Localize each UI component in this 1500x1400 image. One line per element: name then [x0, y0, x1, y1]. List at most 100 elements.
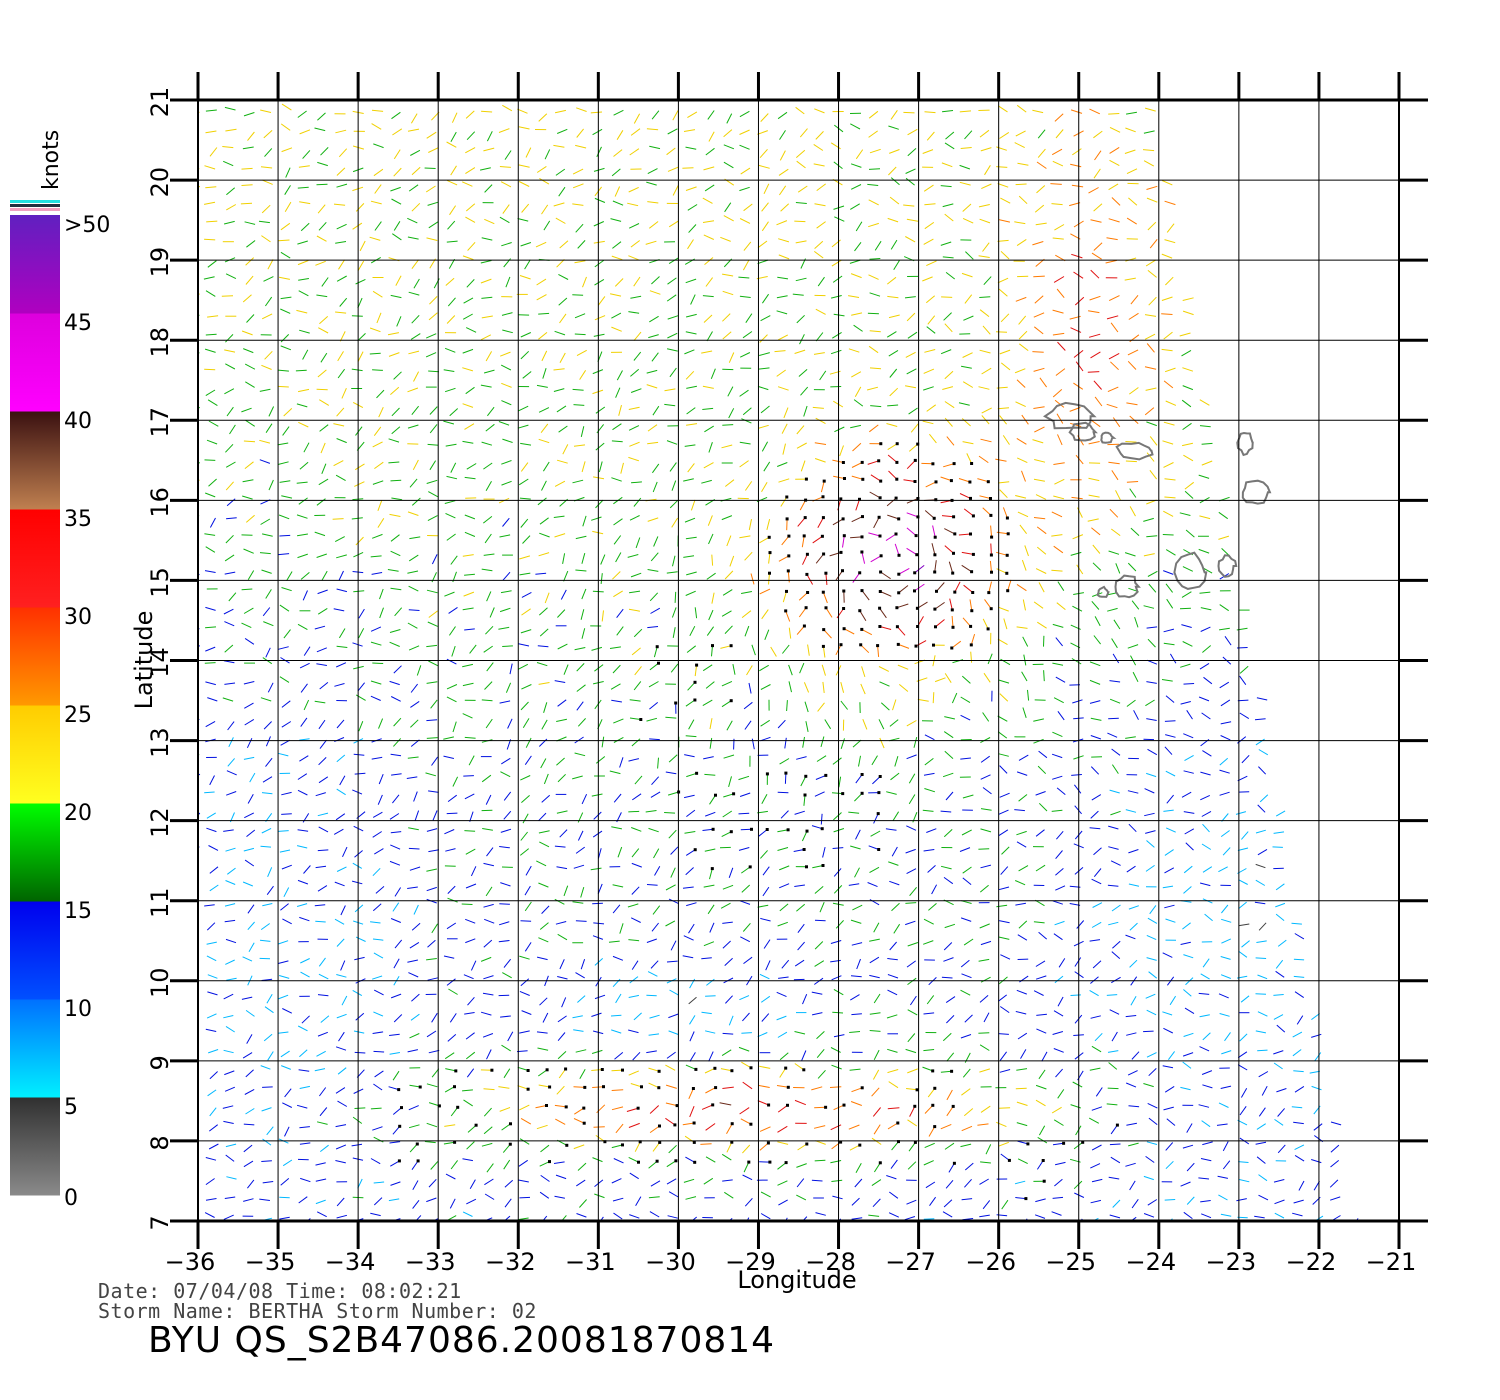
x-tick-label: −22: [1286, 1248, 1337, 1276]
wind-vector: [247, 904, 255, 914]
wind-vector: [1273, 1050, 1284, 1055]
wind-vector: [887, 404, 899, 407]
wind-vector: [518, 126, 530, 130]
wind-vector: [1221, 904, 1229, 914]
wind-vector: [480, 260, 492, 264]
wind-vector: [722, 1032, 734, 1035]
wind-vector: [412, 1199, 420, 1209]
wind-vector: [244, 859, 255, 867]
wind-vector: [465, 386, 475, 395]
wind-vector: [486, 847, 494, 857]
wind-vector: [209, 775, 215, 786]
wind-vector: [704, 425, 714, 433]
wind-vector: [428, 610, 438, 618]
wind-vector: [1132, 671, 1139, 683]
wind-vector: [633, 351, 642, 361]
wind-vector: [484, 681, 493, 690]
wind-vector: [982, 712, 990, 722]
wind-vector: [763, 461, 771, 472]
wind-vector: [1091, 1178, 1103, 1183]
wind-vector: [1275, 970, 1285, 978]
wind-vector: [243, 847, 255, 852]
wind-vector: [1018, 343, 1029, 351]
wind-vector: [888, 349, 899, 357]
wind-vector: [980, 737, 991, 744]
wind-vector: [1126, 865, 1136, 873]
wind-vector: [672, 555, 676, 567]
wind-vector: [1053, 1010, 1064, 1017]
wind-vector: [1256, 1156, 1266, 1164]
wind-vector: [1052, 1142, 1064, 1146]
wind-vector: [815, 553, 824, 564]
wind-vector: [299, 662, 310, 669]
wind-vector: [1163, 1027, 1174, 1034]
wind-vector: [1016, 379, 1026, 388]
wind-vector: [427, 939, 436, 948]
wind-vector: [1164, 904, 1175, 909]
wind-vector: [722, 1086, 734, 1089]
colorbar-bands: [10, 215, 60, 1196]
wind-vector: [1032, 351, 1044, 353]
wind-vector: [868, 110, 879, 119]
wind-vector: [207, 991, 218, 996]
wind-vector: [517, 108, 528, 114]
wind-vector: [834, 426, 845, 433]
wind-vector: [833, 1034, 845, 1038]
wind-vector: [296, 481, 308, 484]
wind-vector: [1055, 885, 1066, 891]
rain-flag-dot: [820, 827, 824, 831]
wind-vector: [1109, 698, 1121, 704]
wind-vector: [296, 514, 308, 519]
wind-vector: [868, 532, 881, 537]
wind-vector: [777, 719, 786, 729]
wind-vector: [728, 1015, 734, 1026]
wind-vector: [1000, 866, 1009, 875]
wind-vector: [905, 385, 917, 389]
wind-vector: [960, 1034, 972, 1039]
wind-vector: [1128, 1142, 1139, 1147]
rain-flag-dot: [824, 773, 828, 777]
wind-vector: [1239, 665, 1249, 674]
wind-vector: [1018, 865, 1029, 872]
wind-vector: [722, 884, 734, 890]
wind-vector: [897, 664, 909, 670]
wind-vector: [591, 516, 602, 521]
rain-flag-dot: [508, 1142, 512, 1146]
wind-vector: [557, 1051, 567, 1060]
wind-vector: [1224, 1032, 1231, 1042]
wind-vector: [1273, 994, 1284, 996]
wind-vector: [447, 297, 456, 307]
wind-vector: [611, 1178, 622, 1184]
wind-vector: [760, 1213, 771, 1220]
y-tick-label: 20: [146, 167, 174, 198]
wind-vector: [486, 1163, 494, 1173]
wind-vector: [1146, 840, 1155, 848]
wind-vector: [868, 168, 881, 170]
wind-vector: [243, 1160, 254, 1168]
wind-vector: [917, 698, 929, 702]
colorbar-band-35-40: [10, 411, 60, 510]
wind-vector: [223, 1049, 234, 1054]
rain-flag-dot: [805, 865, 808, 869]
wind-vector: [670, 940, 677, 951]
wind-vector: [886, 423, 898, 427]
wind-vector: [1052, 775, 1063, 780]
wind-vector: [502, 104, 513, 112]
wind-vector: [738, 775, 750, 781]
wind-vector: [850, 184, 862, 190]
wind-vector: [788, 681, 792, 693]
wind-vector: [782, 644, 790, 654]
wind-vector: [1092, 960, 1102, 969]
wind-vector: [483, 862, 495, 867]
wind-vector: [428, 790, 439, 793]
wind-vector: [409, 536, 421, 540]
wind-vector: [761, 441, 769, 452]
wind-vector: [579, 370, 587, 380]
wind-vector: [891, 902, 900, 912]
wind-vector: [944, 673, 952, 683]
wind-vector: [702, 220, 715, 223]
wind-vector: [996, 166, 1008, 168]
wind-vector: [317, 812, 329, 817]
wind-vector: [520, 242, 532, 247]
cape-verde-islands: [1043, 401, 1272, 599]
